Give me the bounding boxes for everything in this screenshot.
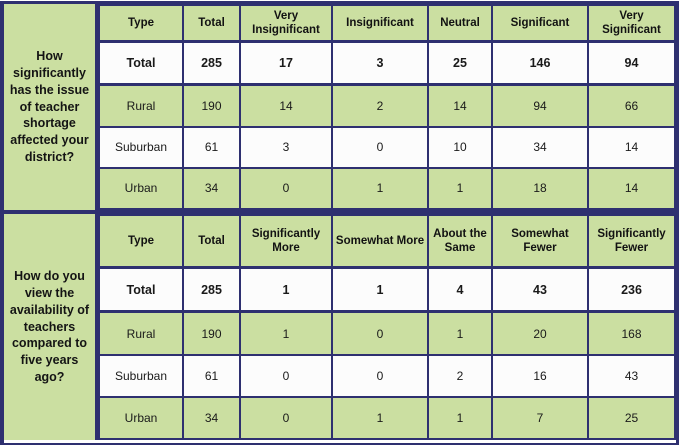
value-cell: 18 [491, 166, 589, 211]
table-row-total: Total 285 1 1 4 43 236 [98, 265, 676, 314]
type-cell: Urban [98, 166, 184, 211]
value-cell: 43 [491, 265, 589, 314]
value-cell: 1 [331, 395, 429, 441]
column-header-type: Type [98, 4, 184, 43]
value-cell: 0 [239, 353, 333, 398]
value-cell: 25 [587, 395, 676, 441]
value-cell: 17 [239, 39, 333, 87]
value-cell: 7 [491, 395, 589, 441]
section-teacher-availability: How do you view the availability of teac… [4, 210, 676, 441]
column-header-total: Total [182, 214, 241, 269]
value-cell: 1 [427, 310, 493, 356]
value-cell: 168 [587, 310, 676, 356]
total-cell: 34 [182, 166, 241, 211]
value-cell: 14 [427, 83, 493, 128]
value-cell: 1 [331, 265, 429, 314]
value-cell: 146 [491, 39, 589, 87]
value-cell: 0 [331, 310, 429, 356]
type-cell: Total [98, 39, 184, 87]
value-cell: 66 [587, 83, 676, 128]
type-cell: Total [98, 265, 184, 314]
type-cell: Suburban [98, 125, 184, 169]
table-row-urban: Urban 34 0 1 1 7 25 [98, 395, 676, 441]
column-header-about-the-same: About the Same [427, 214, 493, 269]
value-cell: 0 [331, 125, 429, 169]
column-header-somewhat-fewer: Somewhat Fewer [491, 214, 589, 269]
value-cell: 94 [587, 39, 676, 87]
value-cell: 236 [587, 265, 676, 314]
table-row-rural: Rural 190 1 0 1 20 168 [98, 310, 676, 356]
value-cell: 14 [587, 166, 676, 211]
column-header-somewhat-more: Somewhat More [331, 214, 429, 269]
value-cell: 1 [427, 395, 493, 441]
total-cell: 61 [182, 125, 241, 169]
column-header-neutral: Neutral [427, 4, 493, 43]
value-cell: 1 [239, 310, 333, 356]
value-cell: 25 [427, 39, 493, 87]
column-header-significantly-fewer: Significantly Fewer [587, 214, 676, 269]
teacher-availability-table: Type Total Significantly More Somewhat M… [98, 214, 676, 441]
value-cell: 14 [587, 125, 676, 169]
header-row: Type Total Significantly More Somewhat M… [98, 214, 676, 269]
type-cell: Urban [98, 395, 184, 441]
table-row-total: Total 285 17 3 25 146 94 [98, 39, 676, 87]
shortage-impact-table: Type Total Very Insignificant Insignific… [98, 4, 676, 211]
type-cell: Suburban [98, 353, 184, 398]
value-cell: 2 [331, 83, 429, 128]
value-cell: 34 [491, 125, 589, 169]
total-cell: 285 [182, 39, 241, 87]
total-cell: 34 [182, 395, 241, 441]
column-header-significant: Significant [491, 4, 589, 43]
value-cell: 1 [427, 166, 493, 211]
column-header-type: Type [98, 214, 184, 269]
value-cell: 4 [427, 265, 493, 314]
table-row-suburban: Suburban 61 0 0 2 16 43 [98, 353, 676, 398]
total-cell: 190 [182, 310, 241, 356]
type-cell: Rural [98, 310, 184, 356]
total-cell: 190 [182, 83, 241, 128]
column-header-very-significant: Very Significant [587, 4, 676, 43]
column-header-insignificant: Insignificant [331, 4, 429, 43]
question-label-availability: How do you view the availability of teac… [4, 214, 98, 440]
value-cell: 3 [331, 39, 429, 87]
value-cell: 16 [491, 353, 589, 398]
value-cell: 0 [331, 353, 429, 398]
value-cell: 1 [239, 265, 333, 314]
value-cell: 3 [239, 125, 333, 169]
total-cell: 285 [182, 265, 241, 314]
column-header-very-insignificant: Very Insignificant [239, 4, 333, 43]
header-row: Type Total Very Insignificant Insignific… [98, 4, 676, 43]
value-cell: 2 [427, 353, 493, 398]
table-row-suburban: Suburban 61 3 0 10 34 14 [98, 125, 676, 169]
question-label-shortage: How significantly has the issue of teach… [4, 4, 98, 210]
value-cell: 0 [239, 166, 333, 211]
value-cell: 94 [491, 83, 589, 128]
type-cell: Rural [98, 83, 184, 128]
total-cell: 61 [182, 353, 241, 398]
value-cell: 20 [491, 310, 589, 356]
column-header-total: Total [182, 4, 241, 43]
table-row-rural: Rural 190 14 2 14 94 66 [98, 83, 676, 128]
value-cell: 14 [239, 83, 333, 128]
value-cell: 43 [587, 353, 676, 398]
value-cell: 1 [331, 166, 429, 211]
value-cell: 0 [239, 395, 333, 441]
section-shortage-impact: How significantly has the issue of teach… [4, 4, 676, 211]
value-cell: 10 [427, 125, 493, 169]
table-row-urban: Urban 34 0 1 1 18 14 [98, 166, 676, 211]
column-header-significantly-more: Significantly More [239, 214, 333, 269]
